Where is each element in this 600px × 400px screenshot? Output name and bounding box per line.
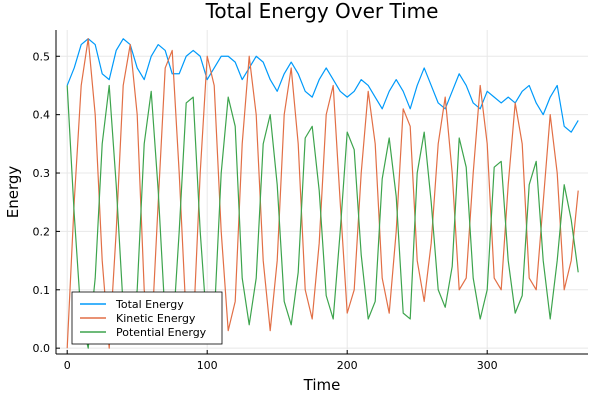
legend: Total Energy Kinetic Energy Potential En… — [71, 291, 223, 345]
y-axis-label: Energy — [4, 166, 22, 219]
y-tick-label: 0.5 — [33, 50, 51, 63]
legend-label-kinetic-energy: Kinetic Energy — [116, 312, 196, 325]
x-tick-label: 300 — [477, 359, 498, 372]
y-tick-label: 0.2 — [33, 225, 51, 238]
y-tick-label: 0.1 — [33, 284, 51, 297]
x-tick-label: 0 — [64, 359, 71, 372]
legend-label-potential-energy: Potential Energy — [116, 326, 207, 339]
tick-labels: 0 100 200 300 0.0 0.1 0.2 0.3 0.4 0.5 — [33, 50, 498, 372]
series-line-total-energy — [66, 38, 579, 133]
series-line-potential-energy — [66, 84, 579, 349]
x-axis-label: Time — [303, 376, 341, 394]
legend-label-total-energy: Total Energy — [115, 298, 184, 311]
axes — [55, 30, 588, 355]
chart-title: Total Energy Over Time — [205, 0, 439, 23]
y-tick-label: 0.3 — [33, 167, 51, 180]
y-tick-label: 0.4 — [33, 109, 51, 122]
x-tick-label: 100 — [197, 359, 218, 372]
y-tick-label: 0.0 — [33, 342, 51, 355]
x-tick-label: 200 — [337, 359, 358, 372]
